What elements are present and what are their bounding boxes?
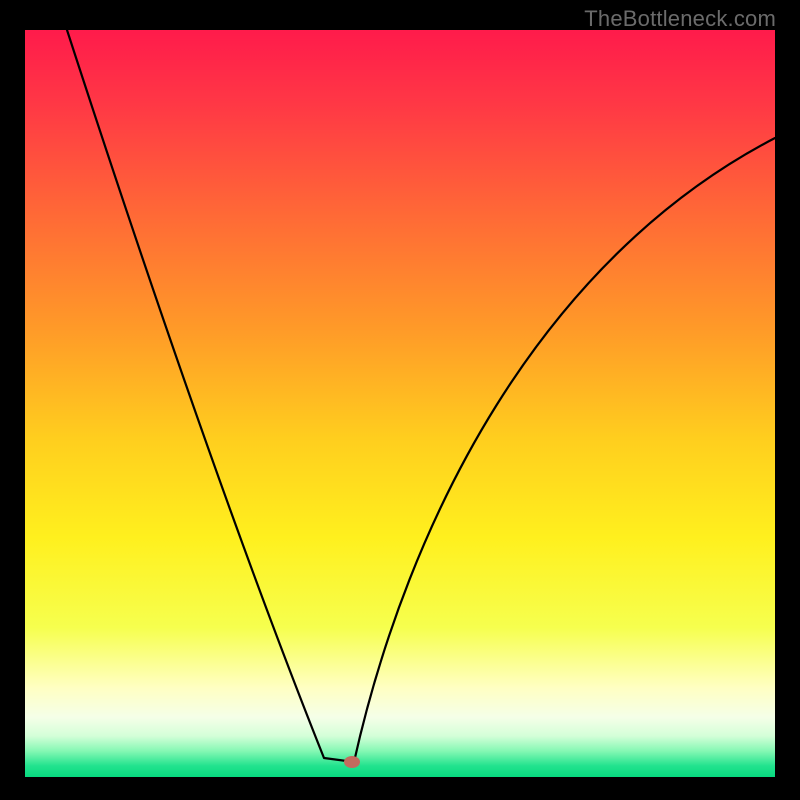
watermark-text: TheBottleneck.com — [584, 6, 776, 32]
plot-background — [25, 30, 775, 777]
optimum-marker — [344, 756, 360, 768]
bottleneck-chart — [0, 0, 800, 800]
chart-frame — [0, 0, 800, 800]
